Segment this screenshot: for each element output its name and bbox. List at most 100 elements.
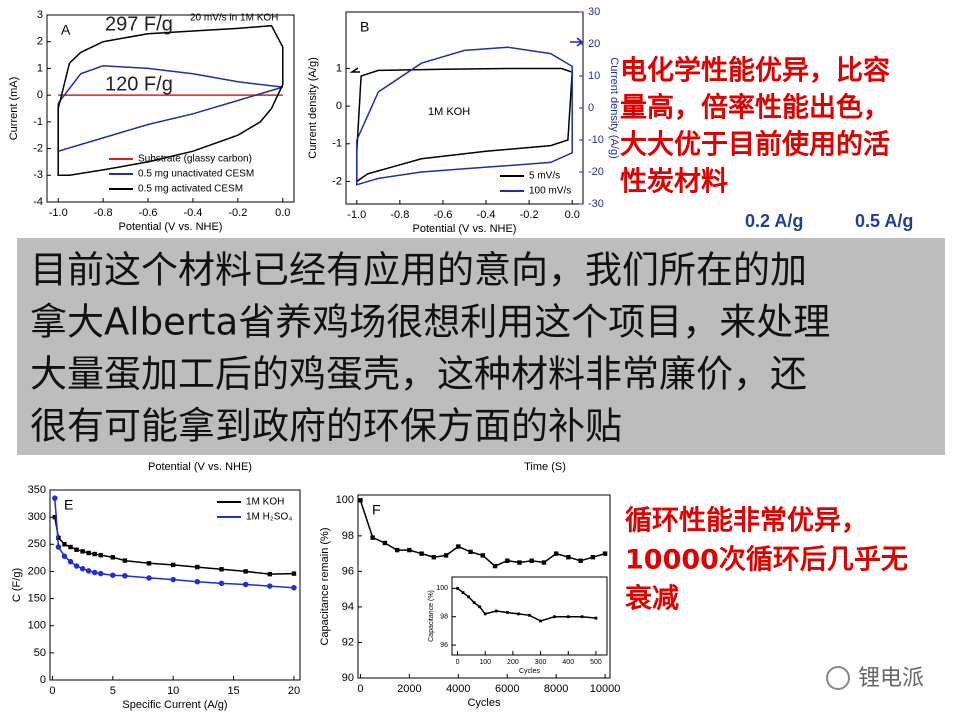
x-tick-label: -0.2 <box>228 207 247 219</box>
marker <box>122 573 128 579</box>
marker <box>472 601 476 604</box>
x-axis-label: Cycles <box>519 668 541 675</box>
marker <box>478 605 482 609</box>
marker <box>67 558 74 565</box>
y2-tick-label: -20 <box>588 166 604 178</box>
marker <box>86 550 91 556</box>
y-tick-label: -2 <box>332 175 342 187</box>
legend-label: Substrate (glassy carbon) <box>138 154 252 165</box>
y-tick-label: 1 <box>336 62 342 74</box>
y2-tick-label: 20 <box>588 38 600 50</box>
marker <box>505 558 510 563</box>
x-tick-label: -0.8 <box>94 207 113 219</box>
x-tick-label: 0 <box>49 685 55 697</box>
marker <box>578 558 583 563</box>
series-line <box>57 24 284 177</box>
annotation: 120 F/g <box>105 73 173 95</box>
marker <box>52 495 58 501</box>
x-axis-label: Cycles <box>467 697 501 709</box>
overlay-line: 目前这个材料已经有应用的意向，我们所在的加 <box>30 249 807 292</box>
marker <box>590 554 596 560</box>
note-line: 电化学性能优异，比容 <box>620 55 890 87</box>
x-tick-label: 5 <box>110 685 116 697</box>
marker <box>243 569 248 574</box>
plot-frame <box>345 11 584 205</box>
rate-label: 0.2 A/g <box>745 211 803 231</box>
marker <box>92 551 97 557</box>
note-line: 衰减 <box>625 583 679 615</box>
marker <box>517 560 522 565</box>
annotation: 1M KOH <box>428 106 470 118</box>
legend-label: 100 mV/s <box>529 186 571 197</box>
marker <box>419 551 424 556</box>
x-tick-label: 300 <box>535 659 547 666</box>
y-tick-label: 350 <box>28 484 46 496</box>
x-tick-label: -0.6 <box>433 209 452 221</box>
y2-tick-label: 10 <box>588 70 600 82</box>
y-tick-label: 250 <box>28 538 46 550</box>
marker <box>122 558 128 563</box>
marker <box>170 562 176 568</box>
y-axis-label: C (F/g) <box>11 568 23 602</box>
marker <box>55 544 62 550</box>
y-tick-label: 96 <box>342 565 354 577</box>
y-tick-label: 0 <box>40 674 46 686</box>
marker <box>528 613 531 617</box>
y2-tick-label: -10 <box>588 134 604 146</box>
marker <box>602 551 608 556</box>
x-tick-label: 15 <box>227 685 239 697</box>
series-line <box>356 67 573 183</box>
marker <box>553 551 559 556</box>
legend-label: 0.5 mg unactivated CESM <box>138 169 254 180</box>
series-line <box>57 65 284 153</box>
x-tick-label: -1.0 <box>347 209 366 221</box>
marker <box>61 553 68 559</box>
marker <box>480 553 485 558</box>
marker <box>358 498 363 503</box>
y-tick-label: 96 <box>440 642 448 649</box>
y-tick-label: 94 <box>342 601 354 613</box>
marker <box>483 612 487 616</box>
y2-tick-label: 0 <box>588 102 594 114</box>
y-tick-label: 0 <box>37 89 43 101</box>
y-tick-label: 98 <box>440 614 448 621</box>
marker <box>91 569 98 576</box>
marker <box>219 567 224 572</box>
y-axis-label: Capacitance (%) <box>428 590 435 642</box>
marker <box>194 578 201 585</box>
x-tick-label: 2000 <box>397 683 421 695</box>
marker <box>62 542 67 547</box>
annotation: 297 F/g <box>105 13 173 35</box>
marker <box>539 619 542 623</box>
marker <box>461 591 465 594</box>
marker <box>195 564 200 570</box>
marker <box>553 615 556 619</box>
y-tick-label: 200 <box>28 565 46 577</box>
x-tick-label: 8000 <box>544 683 568 695</box>
x-tick-label: -0.2 <box>520 209 539 221</box>
x-tick-label: 100 <box>479 659 491 666</box>
marker <box>85 568 92 574</box>
marker <box>431 554 437 560</box>
watermark-icon <box>826 666 850 690</box>
note-line: 大大优于目前使用的活 <box>620 129 890 161</box>
marker <box>146 561 152 566</box>
marker <box>517 612 520 616</box>
marker <box>541 560 547 565</box>
y2-tick-label: -30 <box>588 198 604 210</box>
marker <box>146 575 152 581</box>
panel-label: A <box>61 22 71 38</box>
legend-label: 5 mV/s <box>529 171 560 182</box>
marker <box>242 581 249 588</box>
overlay-box <box>17 238 945 455</box>
marker <box>74 547 79 552</box>
marker <box>494 609 498 613</box>
overlay-line: 大量蛋加工后的鸡蛋壳，这种材料非常廉价，还 <box>30 353 807 396</box>
x-tick-label: -0.4 <box>183 207 202 219</box>
y-tick-label: 1 <box>37 62 43 74</box>
marker <box>79 565 86 572</box>
legend-label: 0.5 mg activated CESM <box>138 184 243 195</box>
x-tick-label: -0.6 <box>139 207 158 219</box>
overlay-line: 很有可能拿到政府的环保方面的补贴 <box>30 405 622 448</box>
marker <box>98 552 103 558</box>
